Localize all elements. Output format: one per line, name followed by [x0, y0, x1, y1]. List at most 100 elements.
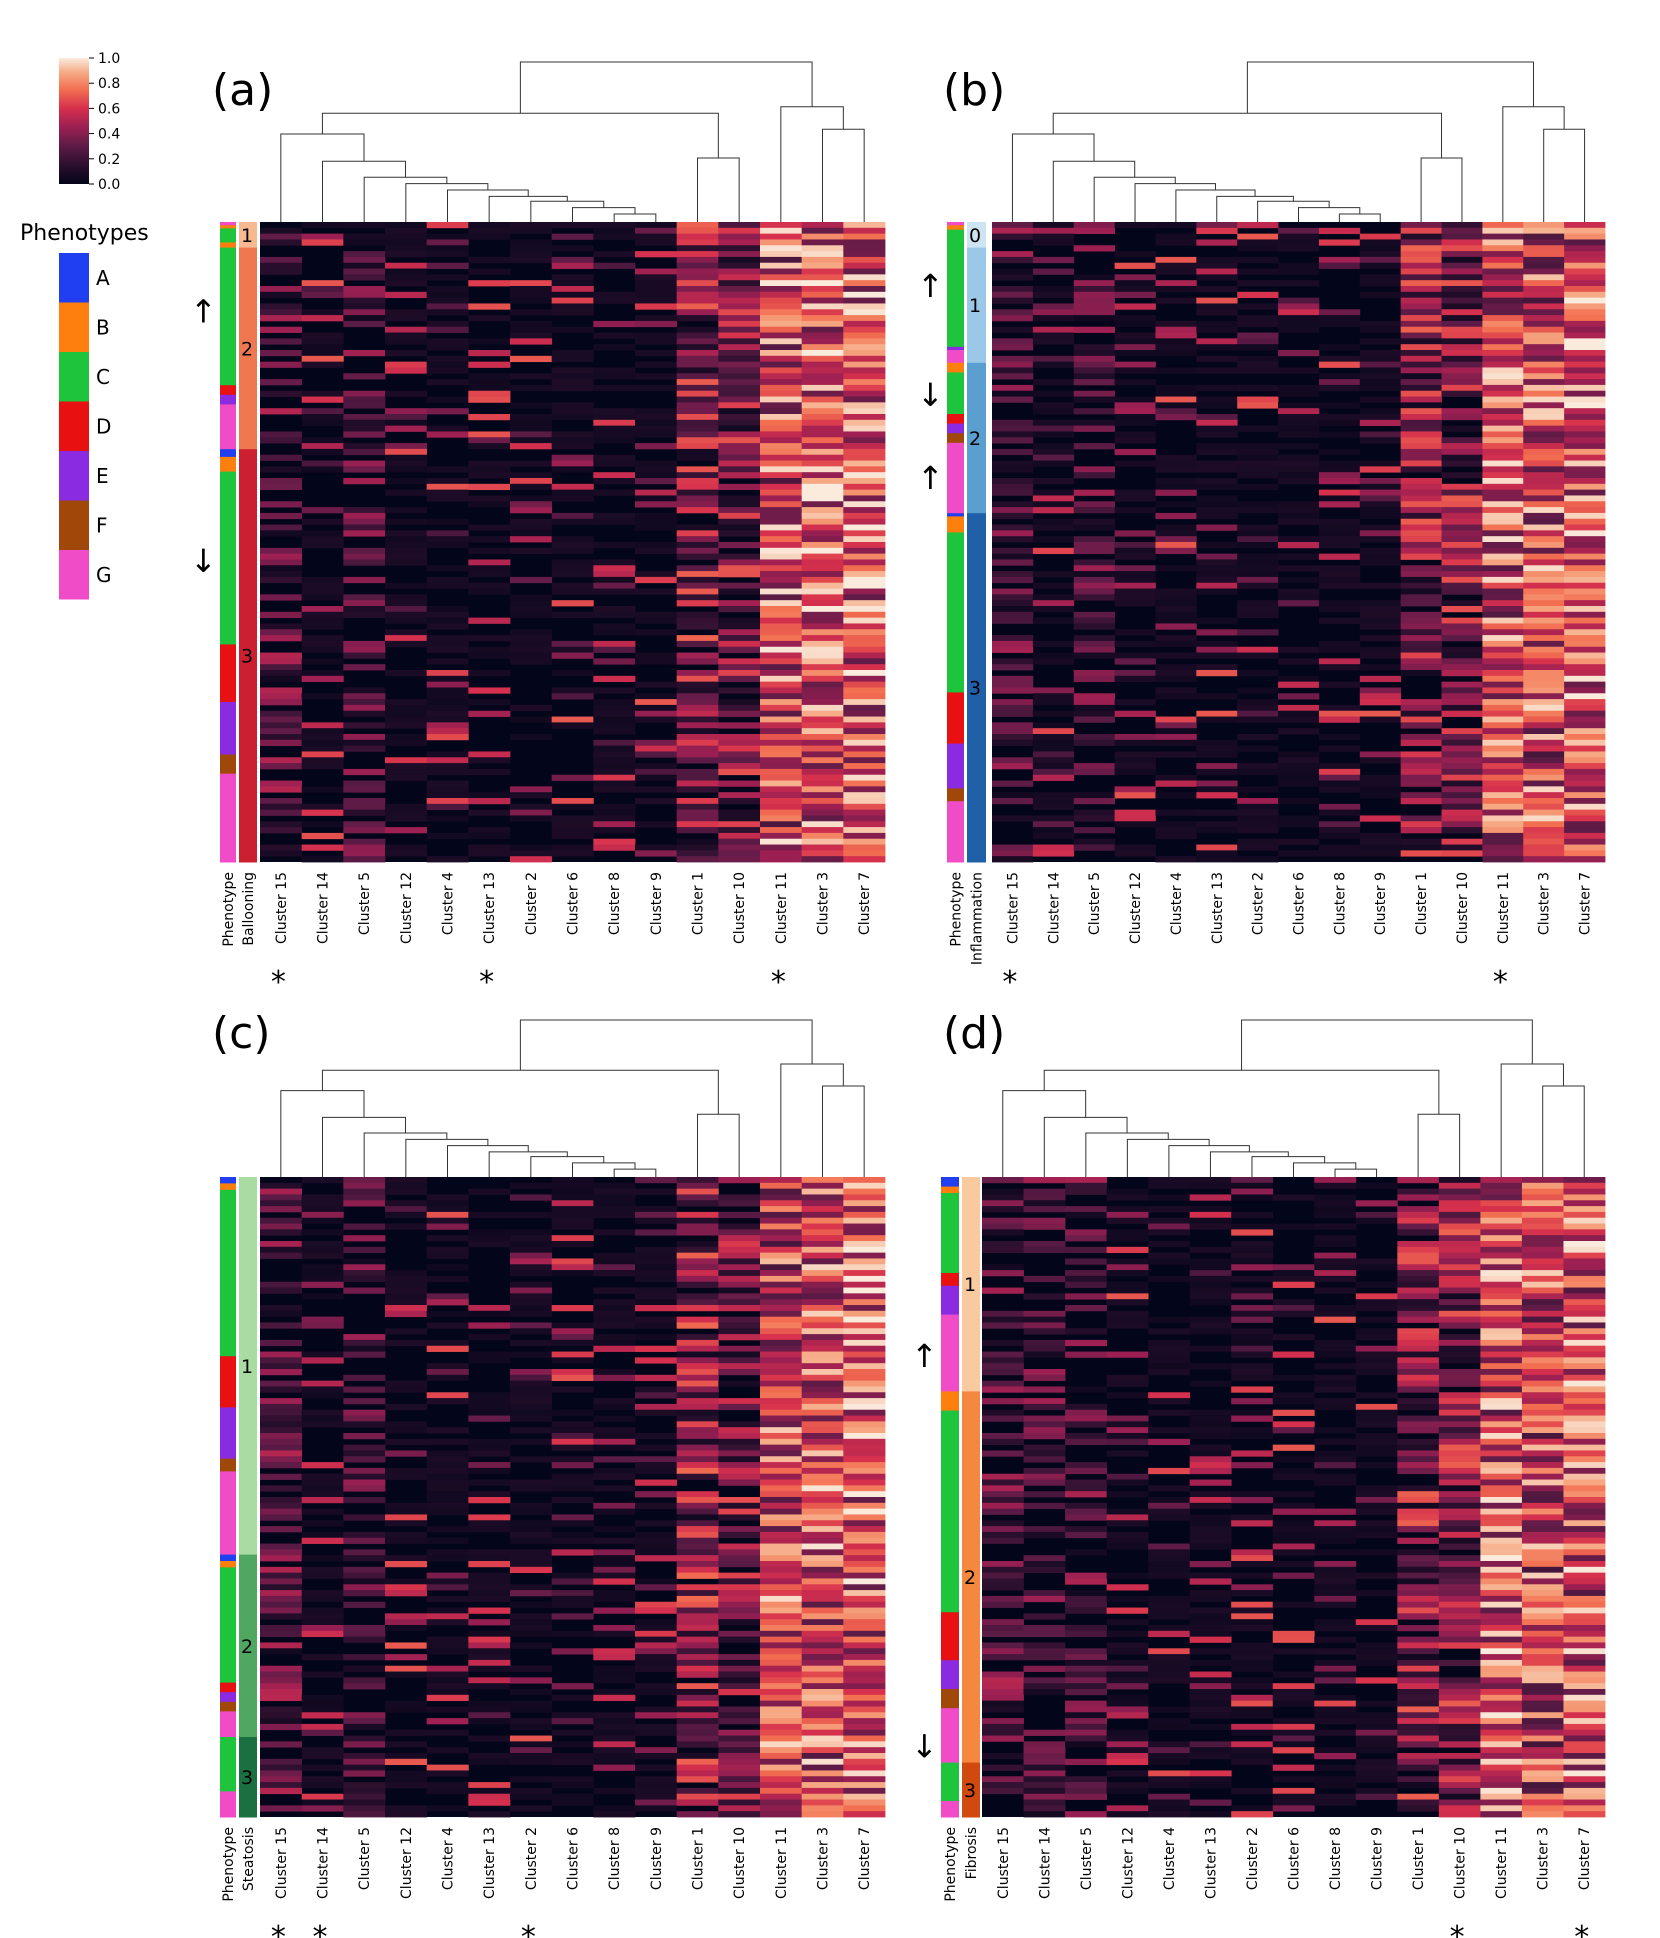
heatmap-cell — [1438, 1514, 1481, 1521]
heatmap-cell — [551, 1520, 594, 1527]
heatmap-cell — [1521, 1182, 1564, 1190]
heatmap-cell — [385, 699, 428, 706]
heatmap-cell — [982, 1694, 1024, 1702]
heatmap-cell — [1482, 815, 1524, 822]
heatmap-cell — [593, 1561, 636, 1568]
heatmap-cell — [260, 763, 303, 770]
heatmap-cell — [468, 559, 511, 566]
heatmap-cell — [760, 850, 803, 857]
heatmap-cell — [1523, 361, 1565, 368]
heatmap-cell — [676, 1531, 719, 1539]
heatmap-cell — [760, 1508, 803, 1515]
heatmap-cell — [1482, 675, 1524, 683]
heatmap-cell — [1438, 1380, 1481, 1387]
heatmap-cell — [1196, 780, 1238, 787]
phenotype-segment-c — [941, 1193, 959, 1274]
heatmap-cell — [468, 460, 511, 467]
heatmap-cell — [760, 751, 803, 758]
heatmap-cell — [385, 559, 428, 566]
heatmap-cell — [1438, 1275, 1481, 1283]
heatmap-cell — [1196, 396, 1238, 403]
heatmap-cell — [760, 1403, 803, 1411]
heatmap-cell — [1400, 635, 1442, 642]
heatmap-cell — [718, 390, 761, 397]
heatmap-cell — [385, 1776, 428, 1783]
heatmap-cell — [1480, 1607, 1523, 1614]
heatmap-cell — [676, 1654, 719, 1661]
heatmap-cell — [843, 565, 886, 572]
heatmap-cell — [760, 1206, 803, 1213]
heatmap-cell — [1023, 1689, 1066, 1696]
heatmap-cell — [718, 495, 761, 502]
heatmap-cell — [676, 1380, 719, 1387]
heatmap-cell — [1231, 1706, 1274, 1713]
heatmap-cell — [426, 1398, 469, 1405]
heatmap-cell — [385, 1287, 428, 1294]
heatmap-cell — [843, 1351, 886, 1358]
heatmap-cell — [301, 1497, 344, 1504]
heatmap-cell — [1314, 1427, 1357, 1434]
heatmap-cell — [843, 751, 886, 758]
heatmap-cell — [1106, 1322, 1149, 1329]
heatmap-cell — [760, 1531, 803, 1539]
heatmap-cell — [385, 1561, 428, 1568]
heatmap-cell — [982, 1287, 1024, 1294]
heatmap-cell — [1523, 745, 1565, 752]
heatmap-cell — [343, 693, 386, 700]
heatmap-cell — [718, 1747, 761, 1754]
heatmap-cell — [1564, 728, 1606, 735]
heatmap-cell — [982, 1415, 1024, 1422]
heatmap-cell — [301, 734, 344, 741]
heatmap-cell — [426, 1689, 469, 1696]
heatmap-cell — [801, 1659, 844, 1667]
heatmap-cell — [1441, 658, 1483, 665]
heatmap-cell — [1523, 571, 1565, 578]
heatmap-cell — [1480, 1299, 1523, 1306]
heatmap-cell — [593, 1747, 636, 1754]
heatmap-cell — [1441, 571, 1483, 578]
heatmap-cell — [760, 1584, 803, 1591]
heatmap-cell — [1023, 1747, 1066, 1754]
heatmap-cell — [718, 309, 761, 316]
heatmap-cell — [1023, 1206, 1066, 1213]
heatmap-cell — [426, 1392, 469, 1399]
heatmap-cell — [1032, 291, 1075, 299]
heatmap-cell — [801, 821, 844, 828]
heatmap-cell — [676, 704, 719, 712]
heatmap-cell — [593, 291, 636, 299]
significance-star: * — [271, 965, 286, 1000]
heatmap-cell — [760, 1683, 803, 1690]
heatmap-cell — [801, 1683, 844, 1690]
heatmap-cell — [1032, 606, 1075, 613]
heatmap-cell — [593, 751, 636, 758]
heatmap-cell — [1521, 1526, 1564, 1533]
heatmap-cell — [1114, 332, 1156, 339]
heatmap-cell — [801, 1764, 844, 1771]
heatmap-cell — [718, 518, 761, 525]
heatmap-cell — [1318, 530, 1361, 537]
heatmap-cell — [301, 1200, 344, 1207]
heatmap-cell — [1355, 1520, 1398, 1527]
heatmap-cell — [426, 483, 469, 491]
heatmap-cell — [1480, 1363, 1523, 1370]
heatmap-cell — [1196, 262, 1238, 269]
heatmap-cell — [1355, 1502, 1398, 1510]
heatmap-cell — [510, 256, 553, 264]
heatmap-cell — [843, 361, 886, 368]
heatmap-cell — [1441, 355, 1483, 363]
heatmap-cell — [1482, 274, 1524, 281]
heatmap-cell — [426, 1648, 469, 1655]
heatmap-cell — [1272, 1531, 1315, 1539]
heatmap-cell — [982, 1729, 1024, 1736]
heatmap-cell — [1023, 1369, 1066, 1376]
heatmap-cell — [1073, 390, 1115, 397]
heatmap-cell — [1397, 1211, 1440, 1219]
heatmap-cell — [426, 1502, 469, 1510]
heatmap-cell — [385, 1206, 428, 1213]
heatmap-cell — [843, 1578, 886, 1585]
heatmap-cell — [301, 809, 344, 816]
heatmap-cell — [718, 1270, 761, 1277]
dendrogram-link — [1251, 1156, 1326, 1177]
heatmap-cell — [718, 350, 761, 357]
heatmap-cell — [1065, 1578, 1107, 1585]
